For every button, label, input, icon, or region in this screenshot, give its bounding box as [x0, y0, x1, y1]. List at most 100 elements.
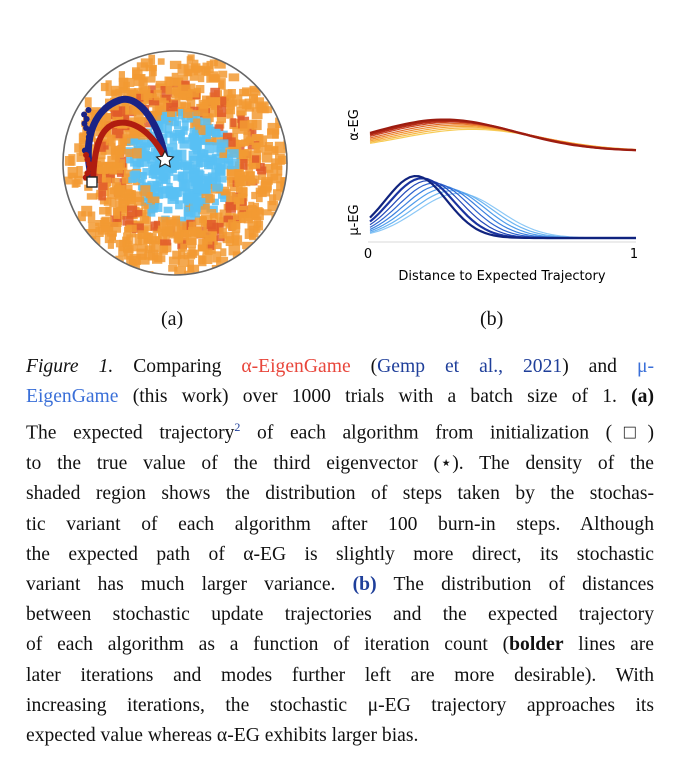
- density-cell: [214, 95, 225, 105]
- density-cell: [236, 150, 244, 160]
- caption-line-5: shaded region shows the distribution of …: [26, 483, 654, 505]
- trajectory-point: [83, 116, 90, 122]
- density-cell: [177, 63, 189, 74]
- density-cell: [251, 93, 258, 104]
- density-cell: [236, 106, 247, 116]
- density-cell: [209, 209, 217, 218]
- density-cell: [232, 125, 244, 134]
- figure-number: Figure 1.: [26, 356, 114, 377]
- footnote-ref[interactable]: 2: [234, 420, 241, 435]
- density-cell: [240, 159, 248, 170]
- density-cell: [154, 152, 164, 160]
- density-cell: [178, 93, 187, 100]
- density-cell: [121, 114, 130, 124]
- density-cell: [202, 95, 213, 105]
- density-cell: [195, 124, 206, 135]
- ylabel-alpha-eg: α-EG: [347, 109, 362, 141]
- density-cell: [276, 166, 283, 176]
- density-cell: [155, 80, 168, 88]
- density-cell: [100, 82, 109, 92]
- density-cell: [167, 108, 176, 117]
- trajectory-point: [84, 170, 91, 176]
- density-cell: [161, 226, 173, 236]
- density-cell: [195, 85, 205, 94]
- density-cell: [205, 248, 213, 256]
- density-cell: [131, 223, 144, 233]
- density-cell: [231, 94, 243, 106]
- density-cell: [84, 109, 94, 121]
- density-cell: [168, 265, 178, 272]
- density-cell: [202, 237, 213, 245]
- alpha-eg-trajectory: [90, 119, 168, 185]
- density-cell: [140, 198, 149, 206]
- density-cell: [250, 162, 261, 169]
- density-cell: [173, 174, 181, 181]
- density-cell: [163, 206, 173, 214]
- density-cell: [247, 205, 257, 213]
- density-cell: [191, 118, 202, 127]
- density-cell: [228, 73, 240, 82]
- caption-line-11: later iterations and modes further left …: [26, 664, 654, 686]
- xtick-1: 1: [630, 247, 638, 262]
- density-cell: [118, 139, 126, 151]
- density-cell: [206, 71, 219, 83]
- density-cell: [144, 76, 156, 83]
- density-cell: [260, 179, 272, 191]
- density-cell: [151, 241, 160, 253]
- density-cell: [152, 107, 161, 115]
- density-cell: [128, 89, 139, 98]
- mu-eigengame-name-start: μ-: [636, 356, 654, 377]
- density-cell: [126, 234, 134, 245]
- density-cell: [253, 216, 262, 228]
- density-cell: [264, 142, 274, 152]
- density-cell: [67, 167, 79, 178]
- density-cell: [220, 248, 227, 257]
- density-cell: [116, 170, 124, 177]
- caption-line-9: between stochastic update trajectories a…: [26, 604, 654, 626]
- density-cell: [76, 152, 86, 162]
- citation-link[interactable]: Gemp et al., 2021: [377, 356, 563, 377]
- density-cell: [178, 109, 185, 120]
- density-cell: [125, 149, 134, 157]
- trajectory-point: [85, 107, 92, 113]
- density-cell: [118, 87, 128, 94]
- density-cell: [172, 133, 184, 141]
- density-cell: [157, 122, 164, 132]
- density-cell: [245, 159, 253, 167]
- density-cell: [178, 248, 185, 259]
- density-cell: [157, 58, 165, 65]
- density-cell: [218, 78, 226, 90]
- density-cell: [131, 191, 143, 202]
- caption-line-8: variant has much larger variance. (b) Th…: [26, 573, 655, 595]
- density-cell: [144, 139, 156, 148]
- trajectory-point: [86, 161, 93, 167]
- density-cell: [165, 84, 175, 95]
- density-cell: [267, 128, 279, 139]
- caption-line-2: EigenGame (this work) over 1000 trials w…: [26, 386, 654, 408]
- density-cell: [235, 201, 247, 211]
- density-cell: [211, 198, 219, 206]
- density-cell: [95, 220, 105, 227]
- density-cell: [212, 251, 222, 263]
- density-cell: [129, 125, 139, 136]
- density-cell: [250, 87, 261, 96]
- density-cell: [217, 164, 226, 176]
- caption-line-6: tic variant of each algorithm after 100 …: [26, 513, 654, 535]
- density-cell: [180, 230, 189, 241]
- density-cell: [111, 147, 121, 160]
- density-cell: [266, 169, 279, 181]
- density-cell: [183, 65, 193, 77]
- density-cell: [142, 168, 152, 176]
- density-cell: [206, 220, 216, 230]
- density-cell: [213, 142, 226, 153]
- density-cell: [229, 184, 239, 192]
- density-cell: [216, 112, 227, 123]
- density-cell: [198, 104, 209, 117]
- density-cell: [98, 182, 108, 191]
- density-cell: [68, 154, 76, 166]
- density-cell: [140, 86, 151, 98]
- density-cell: [160, 239, 172, 246]
- density-cell: [140, 158, 149, 167]
- density-cell: [239, 88, 250, 97]
- density-cell: [128, 243, 138, 252]
